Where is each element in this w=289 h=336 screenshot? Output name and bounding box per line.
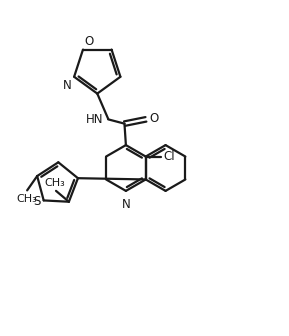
Text: O: O — [149, 112, 159, 125]
Text: S: S — [33, 195, 40, 208]
Text: O: O — [84, 35, 94, 48]
Text: N: N — [121, 198, 130, 211]
Text: Cl: Cl — [163, 150, 175, 163]
Text: HN: HN — [86, 113, 103, 126]
Text: CH₃: CH₃ — [16, 194, 37, 204]
Text: N: N — [63, 79, 72, 92]
Text: CH₃: CH₃ — [45, 178, 66, 188]
